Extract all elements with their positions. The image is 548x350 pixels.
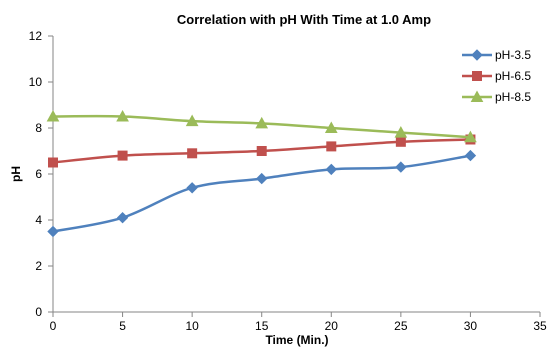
y-tick-label: 8 xyxy=(35,121,42,135)
x-tick-label: 5 xyxy=(119,319,126,333)
legend: pH-3.5 pH-6.5 pH-8.5 xyxy=(462,48,531,104)
data-point-ph-8-5 xyxy=(255,116,269,129)
data-point-ph-6-5 xyxy=(395,136,406,147)
x-axis-label: Time (Min.) xyxy=(265,333,328,347)
data-point-ph-6-5 xyxy=(117,150,128,161)
x-tick-label: 20 xyxy=(325,319,339,333)
legend-label-ph-8-5: pH-8.5 xyxy=(495,90,531,104)
data-point-ph-3-5 xyxy=(395,161,407,173)
chart-title: Correlation with pH With Time at 1.0 Amp xyxy=(177,12,431,27)
data-point-ph-8-5 xyxy=(464,130,477,143)
legend-marker-ph-6-5 xyxy=(472,71,482,81)
data-point-ph-3-5 xyxy=(116,211,129,224)
x-tick-label: 30 xyxy=(464,319,478,333)
data-point-ph-6-5 xyxy=(256,146,267,156)
data-point-ph-8-5 xyxy=(394,126,408,138)
y-tick-label: 4 xyxy=(35,213,42,227)
legend-label-ph-3-5: pH-3.5 xyxy=(495,48,531,62)
legend-marker-ph-8-5 xyxy=(470,90,484,102)
y-tick-label: 2 xyxy=(35,259,42,273)
data-point-ph-6-5 xyxy=(326,141,337,152)
data-point-ph-3-5 xyxy=(47,225,59,238)
data-point-ph-3-5 xyxy=(186,182,198,194)
x-tick-label: 25 xyxy=(394,319,408,333)
legend-label-ph-6-5: pH-6.5 xyxy=(495,69,531,83)
x-tick-label: 35 xyxy=(533,319,547,333)
plot-area: 0 2 4 6 8 10 12 0 5 10 15 20 25 30 35 xyxy=(29,29,547,333)
x-tick-label: 15 xyxy=(255,319,269,333)
y-tick-label: 6 xyxy=(35,167,42,181)
data-point-ph-3-5 xyxy=(256,172,268,185)
data-point-ph-8-5 xyxy=(185,114,199,127)
data-point-ph-6-5 xyxy=(48,157,58,168)
x-tick-label: 10 xyxy=(185,319,199,333)
series-line-ph-3-5 xyxy=(52,154,471,233)
x-tick-label: 0 xyxy=(50,319,57,333)
y-axis-label: pH xyxy=(9,166,23,182)
data-point-ph-3-5 xyxy=(325,163,337,176)
data-point-ph-3-5 xyxy=(464,149,477,162)
data-point-ph-8-5 xyxy=(324,121,338,133)
legend-marker-ph-3-5 xyxy=(471,49,483,61)
data-point-ph-8-5 xyxy=(46,109,60,122)
y-tick-label: 0 xyxy=(35,305,42,319)
y-tick-label: 10 xyxy=(29,75,43,89)
data-point-ph-6-5 xyxy=(187,148,198,159)
data-point-ph-8-5 xyxy=(116,109,129,122)
y-tick-label: 12 xyxy=(29,29,43,43)
